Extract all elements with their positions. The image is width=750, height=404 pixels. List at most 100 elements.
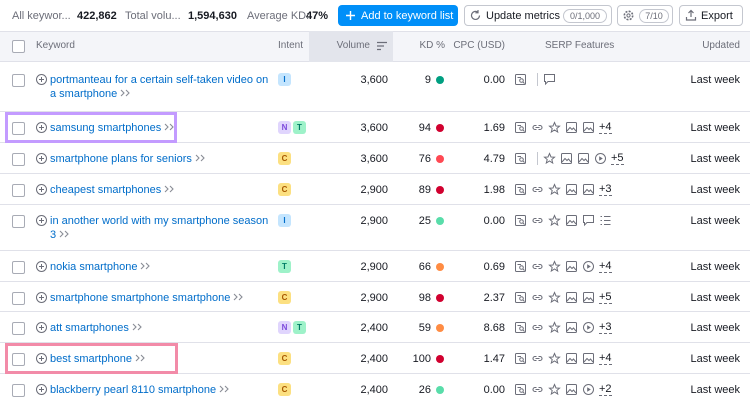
settings-button[interactable] <box>617 5 673 26</box>
serp-chevron[interactable] <box>135 354 147 362</box>
serp-more[interactable]: +4 <box>599 260 612 273</box>
keyword-cell[interactable]: smartphone smartphone smartphone <box>50 291 272 305</box>
highlight-box <box>5 112 177 143</box>
serp-more[interactable]: +3 <box>599 321 612 334</box>
keyword-cell[interactable]: cheapest smartphones <box>50 183 272 197</box>
updated: Last week <box>690 74 740 86</box>
serp-feature-icon <box>544 74 555 86</box>
add-keyword-icon <box>36 322 47 333</box>
serp-feature-icon <box>566 122 577 133</box>
keyword-cell[interactable]: best smartphone <box>50 352 272 366</box>
serp-more[interactable]: +5 <box>611 152 624 165</box>
intent-badge: N <box>278 321 291 334</box>
serp-chevron[interactable] <box>164 123 176 131</box>
serp-feature-icon <box>566 184 577 195</box>
kd-value: 98 <box>418 292 431 304</box>
keyword-link[interactable]: blackberry pearl 8110 smartphone <box>50 384 217 396</box>
serp-chevron[interactable] <box>195 154 207 162</box>
intent-badge: C <box>278 383 291 396</box>
select-all-checkbox[interactable] <box>12 40 25 53</box>
intent-badge: T <box>293 321 306 334</box>
keyword-cell[interactable]: samsung smartphones <box>50 121 272 135</box>
column-header[interactable]: Updated <box>702 40 740 51</box>
row-checkbox[interactable] <box>12 122 25 135</box>
updated: Last week <box>690 184 740 196</box>
serp-chevron[interactable] <box>164 185 176 193</box>
column-header[interactable]: SERP Features <box>545 40 615 51</box>
serp-feature-icon <box>595 153 606 164</box>
add-button[interactable] <box>338 5 458 26</box>
serp-feature-icon <box>543 152 556 165</box>
serp-feature-icon <box>537 152 538 165</box>
column-header[interactable]: Intent <box>278 40 304 51</box>
serp-feature-icon <box>583 384 594 395</box>
column-header[interactable]: Volume <box>336 40 370 51</box>
keyword-cell[interactable]: smartphone plans for seniors <box>50 152 272 166</box>
keyword-cell[interactable]: portmanteau for a certain self-taken vid… <box>50 73 272 101</box>
updated: Last week <box>690 153 740 165</box>
kd-dot <box>436 186 444 194</box>
serp-feature-icon <box>548 291 561 304</box>
table-row <box>0 143 750 174</box>
serp-more[interactable]: +4 <box>599 352 612 365</box>
table-row <box>0 251 750 282</box>
keyword-link[interactable]: smartphone smartphone smartphone <box>50 292 231 304</box>
serp-chevron[interactable] <box>132 323 144 331</box>
row-checkbox[interactable] <box>12 384 25 397</box>
serp-more[interactable]: +5 <box>599 291 612 304</box>
updated: Last week <box>690 292 740 304</box>
keyword-cell[interactable]: nokia smartphone <box>50 260 272 274</box>
row-checkbox[interactable] <box>12 184 25 197</box>
serp-chevron[interactable] <box>140 262 152 270</box>
intent-badge: C <box>278 352 291 365</box>
intent-badge: T <box>293 121 306 134</box>
keyword-link[interactable]: smartphone plans for seniors <box>50 153 192 165</box>
keyword-link[interactable]: in another world with my smartphone seas… <box>50 215 269 241</box>
serp-feature-icon <box>548 260 561 273</box>
keyword-cell[interactable]: att smartphones <box>50 321 272 335</box>
row-checkbox[interactable] <box>12 292 25 305</box>
row-checkbox[interactable] <box>12 353 25 366</box>
serp-chevron[interactable] <box>233 293 245 301</box>
serp-more[interactable]: +2 <box>599 383 612 396</box>
row-checkbox[interactable] <box>12 153 25 166</box>
keyword-link[interactable]: nokia smartphone <box>50 261 138 273</box>
keyword-link[interactable]: portmanteau for a certain self-taken vid… <box>50 74 269 100</box>
keyword-cell[interactable]: in another world with my smartphone seas… <box>50 214 272 242</box>
volume: 3,600 <box>360 153 388 165</box>
column-header[interactable]: CPC (USD) <box>453 40 505 51</box>
serp-feature-icon <box>515 322 526 333</box>
row-checkbox[interactable] <box>12 322 25 335</box>
serp-feature-icon <box>583 322 594 333</box>
row-checkbox[interactable] <box>12 261 25 274</box>
keyword-link[interactable]: samsung smartphones <box>50 122 162 134</box>
serp-more[interactable]: +3 <box>599 183 612 196</box>
keyword-link[interactable]: best smartphone <box>50 353 132 365</box>
column-header[interactable]: KD % <box>419 40 445 51</box>
export-button[interactable] <box>679 5 743 26</box>
gear-icon <box>623 10 634 21</box>
intent-badge: C <box>278 183 291 196</box>
column-header[interactable]: Keyword <box>36 40 75 51</box>
serp-chevron[interactable] <box>59 230 71 238</box>
update-button[interactable] <box>464 5 612 26</box>
serp-chevron[interactable] <box>219 385 231 393</box>
serp-more[interactable]: +4 <box>599 121 612 134</box>
update-button-label: Update metrics <box>486 10 560 22</box>
kd-value: 25 <box>418 215 431 227</box>
row-checkbox[interactable] <box>12 74 25 87</box>
cpc: 2.37 <box>483 292 505 304</box>
keyword-link[interactable]: cheapest smartphones <box>50 184 162 196</box>
cpc: 1.69 <box>483 122 505 134</box>
summary-value: 1,594,630 <box>188 10 237 22</box>
serp-feature-icon <box>583 292 594 303</box>
keyword-cell[interactable]: blackberry pearl 8110 smartphone <box>50 383 272 397</box>
kd-dot <box>436 294 444 302</box>
serp-chevron[interactable] <box>120 89 132 97</box>
summary-label: All keywor... <box>12 10 71 22</box>
row-checkbox[interactable] <box>12 215 25 228</box>
volume: 3,600 <box>360 74 388 86</box>
keyword-link[interactable]: att smartphones <box>50 322 129 334</box>
count-pill <box>563 9 607 23</box>
intent-badge: C <box>278 152 291 165</box>
